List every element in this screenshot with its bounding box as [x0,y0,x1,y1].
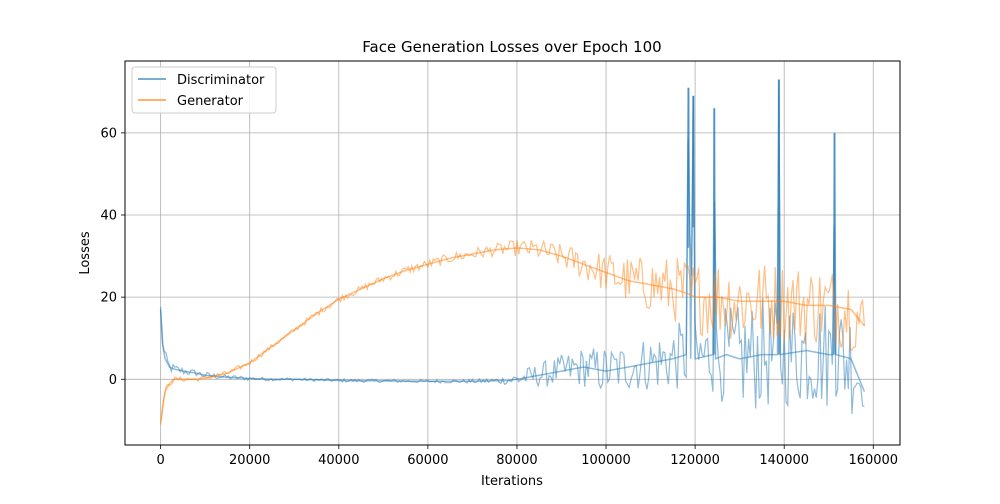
axis-ticks: 0 20000 40000 60000 80000 100000 120000 140000 1… [100,126,898,468]
series-lines [159,79,866,425]
legend-label: Generator [177,94,244,109]
y-tick-label: 40 [100,209,117,224]
y-tick-label: 60 [100,126,117,141]
y-tick-label: 0 [109,373,117,388]
series-line [159,247,865,425]
x-tick-label: 40000 [318,453,359,468]
legend: Discriminator Generator [131,66,277,114]
x-tick-label: 140000 [759,453,809,468]
x-axis-label: Iterations [481,474,543,489]
x-tick-label: 60000 [407,453,448,468]
x-tick-label: 20000 [229,453,270,468]
y-tick-label: 20 [100,291,117,306]
series-noise-line [160,239,865,422]
plot-frame [124,60,901,446]
legend-label: Discriminator [177,73,265,88]
y-axis-label: Losses [78,231,93,275]
x-tick-label: 0 [156,453,164,468]
x-tick-label: 160000 [848,453,898,468]
x-tick-label: 120000 [670,453,720,468]
x-tick-label: 80000 [496,453,537,468]
legend-box [131,66,277,114]
chart-title: Face Generation Losses over Epoch 100 [362,38,661,56]
series-generator [159,239,865,425]
x-tick-label: 100000 [581,453,631,468]
